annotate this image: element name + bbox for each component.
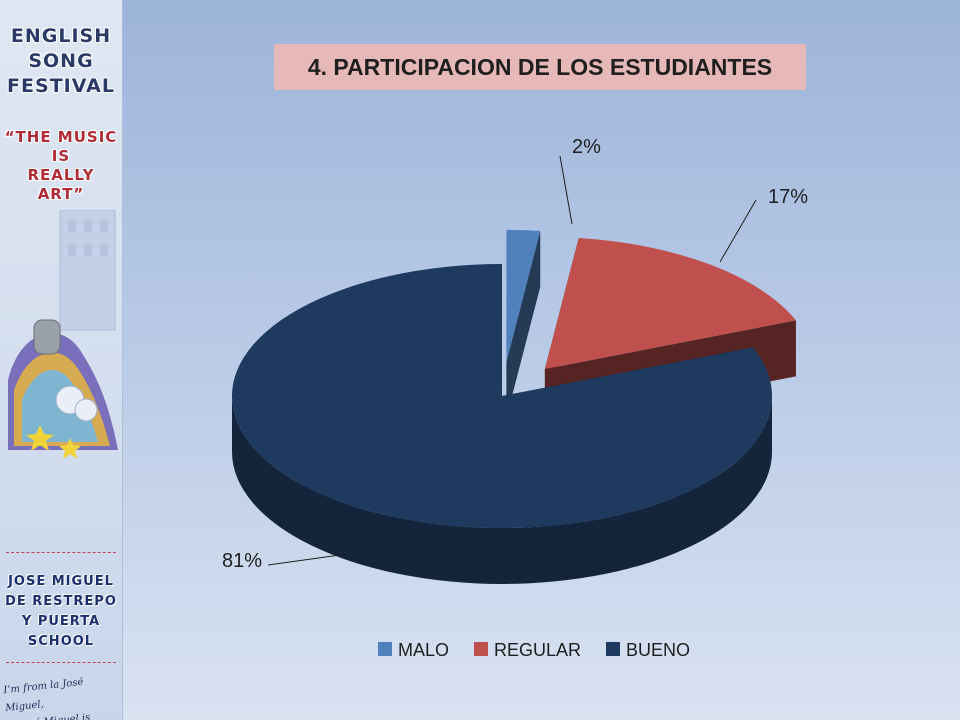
festival-line-2: SONG	[28, 50, 94, 72]
motto-line-1: “THE MUSIC	[4, 128, 118, 146]
motto-line-4: ART”	[37, 185, 85, 203]
legend-swatch-bueno	[606, 642, 620, 656]
data-label-regular: 17%	[768, 186, 808, 208]
motto-line-2: IS	[51, 147, 71, 165]
data-label-bueno: 81%	[222, 550, 262, 572]
data-label-malo: 2%	[572, 136, 601, 158]
pie-slice-bueno	[231, 264, 773, 584]
divider	[6, 552, 116, 553]
divider	[6, 662, 116, 663]
school-line-1: JOSE MIGUEL	[8, 574, 114, 589]
pie-slice-top	[544, 238, 796, 369]
legend-label-bueno: BUENO	[626, 640, 690, 660]
motto-line-3: REALLY	[27, 166, 95, 184]
chart-title: 4. PARTICIPACION DE LOS ESTUDIANTES	[274, 44, 806, 90]
pie-slice-malo	[506, 229, 541, 418]
legend-label-regular: REGULAR	[494, 640, 581, 660]
school-line-3: Y PUERTA	[21, 614, 101, 629]
legend-swatch-malo	[378, 642, 392, 656]
pie-slice-wall	[232, 396, 772, 584]
festival-title: ENGLISH SONG FESTIVAL	[0, 24, 122, 99]
sidebar-decoration: ENGLISH SONG FESTIVAL “THE MUSIC IS REAL…	[0, 0, 123, 720]
pie-slice-top	[506, 229, 541, 362]
leader-line	[559, 155, 573, 225]
leader-line	[267, 554, 341, 566]
motto-text: “THE MUSIC IS REALLY ART”	[0, 128, 122, 204]
school-name: JOSE MIGUEL DE RESTREPO Y PUERTA SCHOOL	[0, 572, 122, 652]
school-line-2: DE RESTREPO	[5, 594, 117, 609]
school-line-4: SCHOOL	[27, 634, 95, 649]
pie-slice-top	[231, 264, 773, 528]
leader-line	[719, 199, 757, 263]
festival-line-1: ENGLISH	[10, 25, 112, 47]
pie-slice-cut	[506, 230, 541, 418]
legend-label-malo: MALO	[398, 640, 449, 660]
legend-swatch-regular	[474, 642, 488, 656]
building-illustration	[8, 210, 118, 459]
festival-line-3: FESTIVAL	[7, 75, 115, 97]
